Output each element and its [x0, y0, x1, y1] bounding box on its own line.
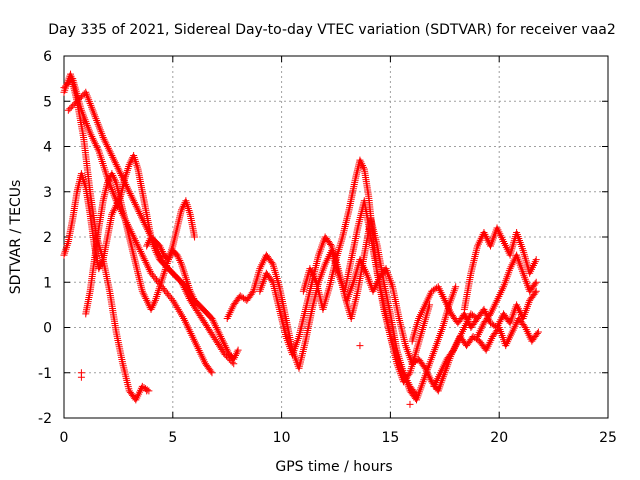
y-tick-label: -2 — [38, 411, 52, 427]
x-tick-label: 25 — [599, 430, 617, 446]
y-tick-label: 3 — [43, 185, 52, 201]
x-tick-label: 10 — [273, 430, 291, 446]
x-tick-label: 15 — [381, 430, 399, 446]
chart-title: Day 335 of 2021, Sidereal Day-to-day VTE… — [48, 22, 616, 38]
series-track-8 — [256, 215, 421, 399]
series-track-6 — [143, 233, 242, 363]
series-track-9 — [299, 156, 460, 404]
y-tick-label: 5 — [43, 94, 52, 110]
data-points — [60, 70, 542, 408]
y-tick-label: 1 — [43, 275, 52, 291]
x-axis-label: GPS time / hours — [275, 459, 392, 475]
y-tick-label: -1 — [38, 366, 52, 382]
series-track-13 — [473, 251, 540, 341]
isolated-point — [77, 373, 85, 381]
isolated-point — [143, 387, 151, 395]
grid-lines — [64, 56, 608, 418]
y-tick-label: 0 — [43, 321, 52, 337]
isolated-point — [356, 342, 364, 350]
x-tick-label: 5 — [168, 430, 177, 446]
series-track-14 — [430, 314, 542, 390]
x-tick-label: 0 — [60, 430, 69, 446]
x-tick-label: 20 — [490, 430, 508, 446]
axis-ticks: 0 5 10 15 20 25 -2 -1 0 1 2 3 4 5 6 — [38, 49, 617, 446]
y-tick-label: 6 — [43, 49, 52, 65]
series-track-12 — [460, 224, 540, 313]
series-track-2 — [60, 75, 216, 377]
y-tick-label: 4 — [43, 140, 52, 156]
y-tick-label: 2 — [43, 230, 52, 246]
y-axis-label: SDTVAR / TECUs — [8, 180, 24, 295]
isolated-point — [406, 400, 414, 408]
